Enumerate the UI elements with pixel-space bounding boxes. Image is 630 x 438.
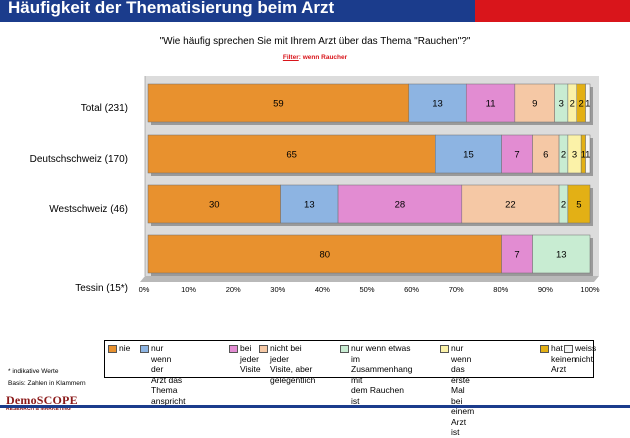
page-title: Häufigkeit der Thematisierung beim Arzt — [8, 0, 335, 17]
bar-value-label: 13 — [556, 250, 567, 261]
bar-value-label: 3 — [572, 150, 577, 161]
category-label: Total (231) — [81, 103, 128, 114]
logo-name: DemoSCOPE — [6, 393, 78, 407]
bar-segment — [501, 134, 533, 174]
legend-swatch — [540, 345, 549, 353]
bar-value-label: 5 — [576, 200, 581, 211]
bar-segment — [337, 184, 463, 224]
bar-value-label: 7 — [514, 250, 519, 261]
bar-value-label: 30 — [209, 200, 220, 211]
legend-swatch — [229, 345, 238, 353]
bar-segment — [567, 184, 591, 224]
bar-value-label: 15 — [463, 150, 474, 161]
bar-segment — [435, 134, 502, 174]
legend-label: weiss nicht — [575, 343, 597, 364]
x-tick-label: 40% — [315, 285, 330, 294]
legend-label: hat keinen Arzt — [551, 343, 577, 374]
header-red-band — [475, 0, 630, 22]
bar-segment — [585, 134, 591, 174]
bar-segment — [532, 134, 560, 174]
legend-swatch — [564, 345, 573, 353]
legend-label: nur wenn der Arzt das Thema anspricht — [151, 343, 186, 406]
filter-label: Filter — [282, 54, 299, 61]
bar-segment — [585, 83, 591, 123]
x-tick-label: 100% — [580, 285, 600, 294]
legend-label: nur wenn das erste Mal bei einem Arzt is… — [451, 343, 475, 437]
logo-tagline: RESEARCH & MARKETING — [6, 406, 71, 412]
bar-value-label: 59 — [273, 99, 284, 110]
bar-value-label: 3 — [559, 99, 564, 110]
x-tick-label: 20% — [226, 285, 241, 294]
bar-value-label: 13 — [304, 200, 315, 211]
category-label: Deutschschweiz (170) — [30, 154, 128, 165]
bar-segment — [147, 83, 410, 123]
legend-swatch — [140, 345, 149, 353]
filter-value: : wenn Raucher — [298, 54, 348, 61]
legend-swatch — [259, 345, 268, 353]
bar-value-label: 9 — [532, 99, 537, 110]
x-axis-ticks: 0% 10% 20% 30% 40% 50% 60% 70% 80% 90% 100% — [139, 285, 600, 294]
category-label: Westschweiz (46) — [49, 204, 128, 215]
legend-swatch — [340, 345, 349, 353]
x-tick-label: 90% — [538, 285, 553, 294]
x-tick-label: 70% — [449, 285, 464, 294]
bar-value-label: 1 — [585, 99, 590, 110]
bar-segment — [147, 184, 281, 224]
chart-legend: nie nur wenn der Arzt das Thema anspricht… — [104, 340, 597, 437]
footnote-indicative: * indikative Werte — [8, 368, 59, 375]
x-tick-label: 30% — [270, 285, 285, 294]
bar-value-label: 2 — [579, 99, 584, 110]
legend-label: nicht bei jeder Visite, aber gelegentlic… — [270, 343, 316, 385]
company-logo: DemoSCOPE RESEARCH & MARKETING — [6, 393, 78, 412]
bar-segment — [514, 83, 555, 123]
x-tick-label: 0% — [139, 285, 150, 294]
x-tick-label: 60% — [404, 285, 419, 294]
bar-segment — [461, 184, 560, 224]
category-label: Tessin (15*) — [75, 283, 128, 294]
bar-segment — [532, 234, 591, 274]
bar-value-label: 1 — [585, 150, 590, 161]
bar-segment — [147, 234, 502, 274]
bar-value-label: 2 — [561, 200, 566, 211]
x-tick-label: 80% — [493, 285, 508, 294]
bar-value-label: 28 — [395, 200, 406, 211]
bar-value-label: 2 — [561, 150, 566, 161]
filter-note: Filter: wenn Raucher — [0, 54, 630, 61]
bar-segment — [280, 184, 339, 224]
bar-value-label: 2 — [570, 99, 575, 110]
bar-value-label: 65 — [286, 150, 297, 161]
legend-swatch — [440, 345, 449, 353]
survey-question: "Wie häufig sprechen Sie mit Ihrem Arzt … — [159, 36, 471, 47]
bar-value-label: 13 — [432, 99, 443, 110]
bar-value-label: 1 — [581, 150, 586, 161]
category-labels: Total (231) Deutschschweiz (170) Westschwe… — [30, 103, 128, 294]
bar-segment — [465, 83, 516, 123]
bar-segment — [147, 134, 436, 174]
legend-label: bei jeder Visite — [240, 343, 261, 374]
bar-value-label: 22 — [505, 200, 516, 211]
bar-value-label: 11 — [486, 99, 496, 110]
stacked-bar-chart: 59 13 11 9 3 2 2 165 15 7 6 2 3 1 130 13 28 22 2 580 7 13 Tot… — [30, 76, 600, 294]
bar-group: 59 13 11 9 3 2 2 165 15 7 6 2 3 1 130 13 28 22 2 580 7 13 — [147, 83, 593, 276]
x-tick-label: 10% — [181, 285, 196, 294]
legend-label: nur wenn etwas im Zusammenhang mit dem R… — [351, 343, 413, 406]
legend-label: nie — [119, 343, 131, 353]
bar-value-label: 80 — [320, 250, 331, 261]
footnote-basis: Basis: Zahlen in Klammern — [8, 380, 86, 387]
header-blue-band — [0, 0, 475, 22]
footer-line — [0, 405, 630, 408]
bar-value-label: 7 — [514, 150, 519, 161]
x-tick-label: 50% — [359, 285, 374, 294]
bar-value-label: 6 — [543, 150, 548, 161]
legend-swatch — [108, 345, 117, 353]
header-bar: Häufigkeit der Thematisierung beim Arzt — [0, 0, 630, 22]
plot-floor — [140, 276, 599, 282]
